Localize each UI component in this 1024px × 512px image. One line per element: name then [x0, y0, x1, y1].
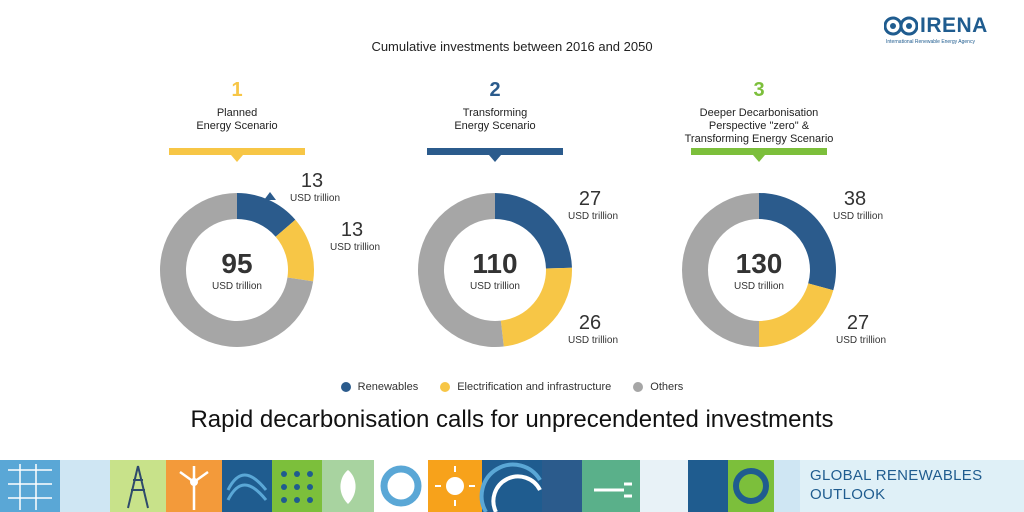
- footer-banner: [0, 460, 1024, 512]
- legend-item-others: Others: [633, 381, 683, 393]
- slice-unit-label: USD trillion: [568, 211, 618, 222]
- slice-value-label: 27: [579, 188, 601, 210]
- legend-item-electrification: Electrification and infrastructure: [440, 381, 611, 393]
- irena-logo: IRENA International Renewable Energy Age…: [884, 14, 1014, 48]
- solar-panel-icon: [0, 460, 60, 512]
- footer-line-1: GLOBAL RENEWABLES: [810, 467, 983, 484]
- donut-total-unit: USD trillion: [212, 281, 262, 292]
- slice-value-label: 13: [341, 219, 363, 241]
- legend-label: Renewables: [357, 381, 419, 393]
- legend-item-renewables: Renewables: [340, 381, 419, 393]
- legend-swatch-electrification: [440, 382, 451, 392]
- scenario-number: 2: [489, 79, 500, 101]
- scenario-bar: [691, 148, 827, 155]
- donut-slice: [682, 193, 759, 347]
- legend: Renewables Electrification and infrastru…: [0, 381, 1024, 393]
- scenario-title-line: Transforming Energy Scenario: [685, 133, 834, 145]
- donut-total-unit: USD trillion: [470, 281, 520, 292]
- slice-unit-label: USD trillion: [833, 211, 883, 222]
- slice-value-label: 27: [847, 312, 869, 334]
- donut-slice: [500, 267, 573, 347]
- globe-icon: [884, 16, 918, 36]
- scenario-title-line: Transforming: [463, 107, 527, 119]
- headline: Rapid decarbonisation calls for unprecen…: [190, 406, 834, 433]
- legend-label: Others: [650, 381, 684, 393]
- scenario-title-line: Energy Scenario: [196, 120, 277, 132]
- slice-unit-label: USD trillion: [290, 193, 340, 204]
- scenario-title-line: Energy Scenario: [454, 120, 535, 132]
- donut-slice: [417, 193, 504, 348]
- turbines-icon: [640, 460, 688, 512]
- scenario-bar: [169, 148, 305, 155]
- scenario-title-line: Planned: [217, 107, 257, 119]
- scenario-title-line: Perspective "zero" &: [709, 120, 810, 132]
- donut-slice: [275, 219, 314, 282]
- donut-total-unit: USD trillion: [734, 281, 784, 292]
- slice-value-label: 38: [844, 188, 866, 210]
- scenario-bar: [427, 148, 563, 155]
- scenario-bar-pointer: [753, 155, 765, 162]
- donut-total: 95: [221, 248, 252, 279]
- legend-swatch-others: [633, 382, 644, 392]
- donut-total: 130: [736, 248, 783, 279]
- slice-unit-label: USD trillion: [568, 335, 618, 346]
- scenario-number: 3: [753, 79, 764, 101]
- slice-unit-label: USD trillion: [330, 242, 380, 253]
- footer-line-2: OUTLOOK: [810, 486, 886, 503]
- battery-icon: [60, 460, 110, 512]
- arc-pattern-icon: [482, 460, 542, 512]
- logo-subtitle: International Renewable Energy Agency: [886, 39, 975, 45]
- scenario-bar-pointer: [231, 155, 243, 162]
- slice-value-label: 13: [301, 170, 323, 192]
- donut-slice: [759, 193, 836, 291]
- scenario-number: 1: [231, 79, 242, 101]
- slice-value-label: 26: [579, 312, 601, 334]
- footer-title: GLOBAL RENEWABLES OUTLOOK: [810, 466, 982, 504]
- legend-label: Electrification and infrastructure: [457, 381, 612, 393]
- slice-unit-label: USD trillion: [836, 335, 886, 346]
- donut-total: 110: [472, 248, 517, 279]
- scenario-bar-pointer: [489, 155, 501, 162]
- donut-slice: [237, 193, 296, 237]
- donut-slice: [759, 283, 834, 347]
- donut-slice: [495, 193, 572, 269]
- logo-name: IRENA: [920, 14, 988, 37]
- chart-title: Cumulative investments between 2016 and …: [371, 39, 653, 54]
- label-pointer: [264, 192, 276, 200]
- plug-icon: [582, 460, 640, 512]
- donut-slice: [159, 193, 314, 347]
- scenario-title-line: Deeper Decarbonisation: [700, 107, 819, 119]
- legend-swatch-renewables: [340, 382, 351, 392]
